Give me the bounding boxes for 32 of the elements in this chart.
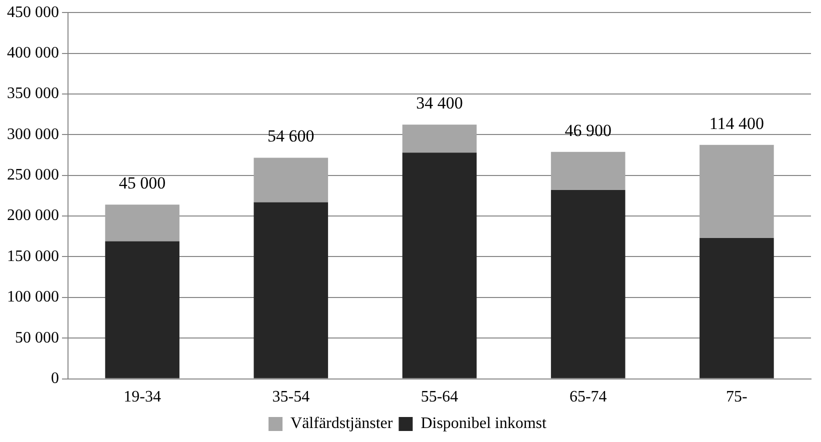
x-tick-label: 19-34 bbox=[124, 388, 161, 406]
bar bbox=[700, 144, 774, 238]
y-tick-label: 300 000 bbox=[7, 126, 59, 143]
bar bbox=[402, 124, 477, 153]
legend-label: Välfärdstjänster bbox=[290, 415, 394, 432]
data-label: 114 400 bbox=[709, 114, 764, 133]
y-tick-label: 0 bbox=[51, 370, 59, 388]
data-label: 54 600 bbox=[268, 126, 314, 146]
bar bbox=[254, 158, 328, 202]
data-label: 46 900 bbox=[564, 120, 612, 140]
legend-label: Disponibel inkomst bbox=[420, 415, 548, 432]
bar bbox=[550, 190, 626, 378]
data-label: 34 400 bbox=[416, 94, 463, 113]
x-tick-label: 75- bbox=[726, 388, 748, 406]
y-tick-label: 150 000 bbox=[7, 248, 59, 265]
y-tick-label: 400 000 bbox=[7, 44, 59, 62]
bar bbox=[254, 202, 328, 378]
bar bbox=[402, 152, 477, 378]
y-tick-label: 450 000 bbox=[7, 4, 59, 21]
x-tick-label: 35-54 bbox=[272, 388, 310, 406]
bar bbox=[700, 238, 774, 378]
y-tick-label: 350 000 bbox=[7, 85, 59, 102]
bar bbox=[105, 241, 180, 378]
y-tick-label: 250 000 bbox=[7, 166, 59, 184]
y-tick-label: 100 000 bbox=[7, 288, 59, 306]
x-tick-label: 65-74 bbox=[569, 388, 607, 406]
y-tick-label: 50 000 bbox=[15, 329, 59, 346]
bar bbox=[550, 152, 626, 190]
x-tick-label: 55-64 bbox=[420, 388, 458, 406]
bar bbox=[105, 204, 180, 242]
data-label: 45 000 bbox=[118, 174, 166, 193]
y-tick-label: 200 000 bbox=[7, 207, 59, 224]
